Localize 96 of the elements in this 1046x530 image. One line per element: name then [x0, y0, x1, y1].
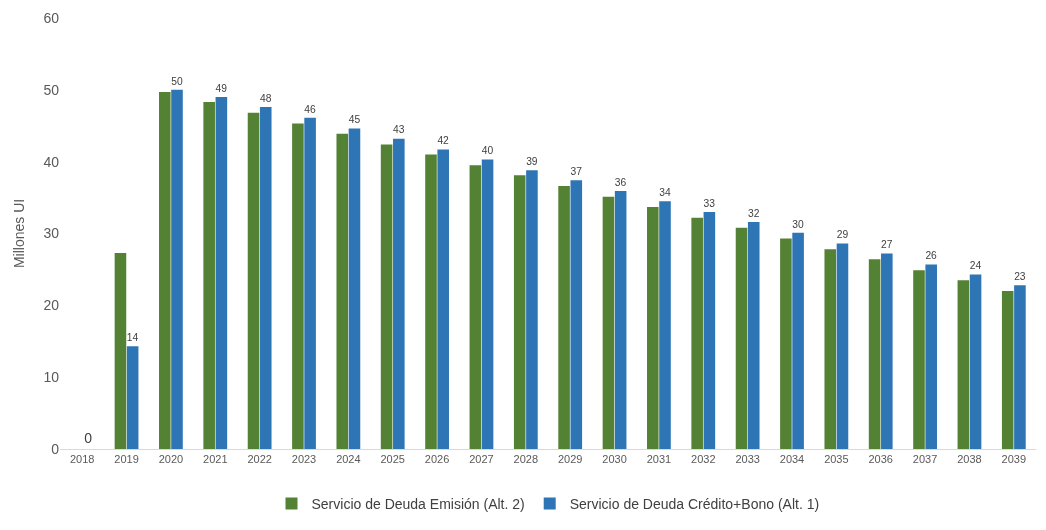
bar: [824, 249, 837, 449]
bar: [203, 102, 215, 449]
bar: [380, 144, 393, 449]
y-tick-label: 30: [43, 225, 60, 242]
bar: [304, 117, 316, 449]
bar: [558, 186, 570, 449]
legend-label: Servicio de Deuda Emisión (Alt. 2): [311, 495, 525, 512]
bar: [659, 201, 671, 449]
data-label: 43: [393, 124, 405, 136]
bar: [868, 259, 881, 449]
bar: [792, 232, 804, 449]
bar: [126, 346, 139, 449]
y-tick-label: 20: [43, 297, 60, 314]
y-axis-title: Millones UI: [11, 198, 28, 269]
data-label: 39: [526, 156, 538, 168]
bar: [602, 196, 615, 449]
data-label: 32: [747, 207, 760, 219]
data-label: 30: [792, 218, 805, 230]
bar: [1001, 290, 1014, 449]
data-label: 29: [836, 229, 849, 241]
x-tick-label: 2032: [691, 453, 716, 466]
bar: [526, 170, 538, 449]
x-tick-label: 2021: [203, 453, 228, 466]
bar: [836, 243, 849, 449]
x-tick-label: 2018: [69, 453, 95, 466]
x-tick-label: 2023: [291, 453, 317, 466]
x-tick-label: 2026: [424, 453, 450, 466]
bar: [881, 253, 893, 449]
y-tick-label: 60: [43, 9, 60, 26]
bar: [957, 280, 970, 449]
data-label: 50: [171, 75, 183, 87]
x-tick-label: 2038: [957, 453, 982, 466]
x-tick-label: 2034: [779, 453, 805, 466]
data-label: 48: [259, 92, 272, 104]
data-label: 0: [84, 430, 93, 446]
data-label: 46: [304, 103, 317, 115]
x-tick-label: 2019: [114, 453, 139, 466]
bar: [513, 175, 526, 449]
bar: [393, 138, 405, 449]
bar: [703, 211, 716, 449]
data-label: 14: [126, 332, 139, 344]
data-label: 40: [481, 145, 494, 157]
y-tick-label: 10: [43, 369, 60, 386]
bar: [425, 154, 437, 449]
data-label: 23: [1014, 271, 1026, 283]
bar: [259, 107, 272, 449]
data-label: 37: [570, 166, 583, 178]
bar: [570, 180, 583, 449]
x-tick-label: 2020: [158, 453, 184, 466]
bar: [747, 222, 760, 449]
y-tick-label: 50: [43, 81, 60, 98]
data-label: 49: [215, 82, 228, 94]
data-label: 34: [659, 186, 671, 198]
x-tick-label: 2033: [735, 453, 760, 466]
x-tick-label: 2036: [868, 453, 893, 466]
x-tick-label: 2028: [513, 453, 539, 466]
x-tick-label: 2037: [912, 453, 938, 466]
bar: [247, 112, 260, 449]
x-tick-label: 2024: [336, 453, 361, 466]
bar: [913, 270, 925, 449]
bar: [735, 227, 748, 449]
bar: [292, 123, 304, 449]
data-label: 42: [437, 135, 450, 147]
bar: [348, 128, 361, 449]
x-tick-label: 2039: [1001, 453, 1027, 466]
y-tick-label: 40: [43, 153, 60, 170]
x-tick-label: 2030: [602, 453, 627, 466]
x-tick-label: 2027: [469, 453, 494, 466]
data-label: 33: [703, 197, 716, 209]
x-tick-label: 2031: [646, 453, 672, 466]
bar: [647, 206, 659, 449]
bar: [614, 191, 627, 449]
x-tick-label: 2022: [247, 453, 272, 466]
bar: [114, 252, 127, 449]
bar: [481, 159, 494, 449]
bar: [969, 274, 982, 449]
bar: [437, 149, 449, 449]
data-label: 27: [881, 239, 893, 251]
data-label: 24: [969, 260, 982, 272]
y-tick-label: 0: [51, 440, 60, 457]
data-label: 36: [614, 176, 627, 188]
x-tick-label: 2035: [824, 453, 849, 466]
data-label: 26: [925, 250, 938, 262]
bar: [469, 165, 482, 449]
bar: [159, 91, 171, 449]
bar: [780, 238, 792, 449]
bar: [215, 97, 228, 449]
bar: [336, 133, 349, 449]
bar: [925, 264, 937, 449]
bar: [1014, 285, 1026, 449]
data-label: 45: [348, 114, 361, 126]
bar: [171, 89, 183, 449]
x-tick-label: 2025: [380, 453, 405, 466]
bar: [691, 217, 703, 449]
legend-label: Servicio de Deuda Crédito+Bono (Alt. 1): [569, 495, 820, 512]
x-tick-label: 2029: [557, 453, 583, 466]
